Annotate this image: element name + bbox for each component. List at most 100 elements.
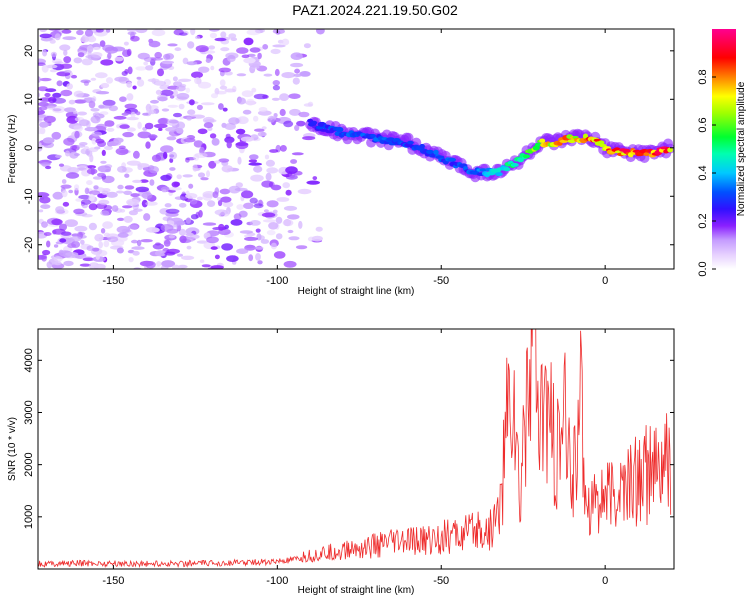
spectrogram-cell (106, 127, 115, 132)
spectrogram-cell (160, 174, 172, 181)
spectrogram-cell (38, 255, 47, 260)
spectrogram-cell (114, 56, 124, 62)
spectrogram-cell (137, 121, 142, 129)
spectrogram-cell (275, 30, 281, 35)
y-tick-label: -20 (23, 237, 35, 253)
spectrogram-cell (172, 76, 178, 82)
spectrogram-cell (65, 150, 70, 157)
spectrogram-cell (117, 217, 125, 221)
spectrogram-cell (51, 218, 63, 226)
spectrogram-cell (46, 64, 58, 69)
spectrogram-cell (164, 203, 172, 208)
spectrogram-cell (295, 245, 308, 250)
spectrogram-cell (243, 57, 256, 64)
spectrogram-cell (255, 246, 265, 250)
spectrogram-cell (178, 78, 192, 83)
spectrogram-cell (315, 226, 323, 232)
spectrogram-cell (176, 253, 184, 257)
snr-y-ticks: 1000 2000 3000 4000 (23, 348, 674, 529)
spectrogram-cell (63, 70, 72, 74)
spectrogram-cell (240, 136, 254, 142)
spectrogram-cell (124, 185, 135, 190)
spectrogram-cell (177, 264, 188, 269)
snr-x-ticks: -150 -100 -50 0 (102, 329, 608, 587)
spectrogram-cell (145, 65, 154, 71)
spectrogram-cell (274, 68, 280, 77)
spectrogram-cell (113, 137, 124, 143)
spectrogram-cell (39, 33, 52, 39)
spectrogram-cell (46, 240, 51, 248)
spectrogram-cell (257, 131, 267, 137)
spectrogram-cell (68, 72, 73, 76)
spectrogram-cell (91, 131, 103, 137)
snr-background (38, 329, 674, 569)
spectrogram-y-axis-label: Frequency (Hz) (7, 115, 18, 184)
spectrogram-cell (154, 51, 162, 59)
x-tick-label: -100 (266, 275, 288, 287)
spectrogram-cell (598, 140, 605, 145)
spectrogram-cell (258, 107, 268, 112)
spectrogram-cell (61, 190, 68, 198)
spectrogram-cell (150, 57, 164, 61)
spectrogram-cell (220, 47, 230, 52)
spectrogram-cell (43, 115, 56, 123)
spectrogram-cell (131, 246, 145, 250)
spectrogram-cell (149, 166, 159, 174)
spectrogram-cell (193, 140, 204, 148)
spectrogram-cell (160, 265, 169, 269)
spectrogram-cell (130, 35, 140, 42)
snr-frame (37, 328, 675, 570)
spectrogram-cell (290, 159, 298, 164)
y-tick-label: 20 (23, 45, 35, 57)
spectrogram-cell (164, 251, 176, 256)
spectrogram-cell (168, 235, 175, 239)
spectrogram-cell (87, 54, 101, 61)
colorbar-gradient (712, 29, 736, 269)
spectrogram-cell (63, 137, 75, 146)
spectrogram-cell (214, 254, 220, 260)
spectrogram-cell (38, 106, 48, 111)
spectrogram-cell (237, 156, 242, 165)
spectrogram-cell (60, 63, 73, 69)
spectrogram-cell (248, 162, 262, 166)
spectrogram-cell (188, 183, 194, 189)
y-tick-label: 1000 (23, 505, 35, 529)
spectrogram-cell (60, 89, 73, 97)
spectrogram-cell (299, 71, 311, 77)
spectrogram-cell (137, 79, 145, 87)
spectrogram-cell (206, 170, 210, 178)
spectrogram-cell (230, 37, 238, 41)
spectrogram-cell (78, 119, 90, 127)
spectrogram-cell (45, 165, 52, 170)
spectrogram-cell (88, 222, 97, 231)
spectrogram-cell (181, 255, 195, 260)
spectrogram-cell (157, 68, 164, 77)
spectrogram-cell (145, 141, 151, 149)
spectrogram-cell (80, 199, 92, 205)
spectrogram-cell (116, 247, 124, 254)
spectrogram-cell (132, 250, 140, 256)
spectrogram-cell (199, 146, 205, 154)
spectrogram-cell (124, 103, 138, 110)
spectrogram-cell (119, 96, 127, 102)
spectrogram-cell (407, 140, 414, 145)
spectrogram-cell (121, 71, 128, 76)
spectrogram-cell (52, 108, 62, 112)
spectrogram-cell (80, 239, 85, 245)
spectrogram-cell (185, 193, 198, 199)
spectrogram-cell (90, 108, 100, 112)
spectrogram-cell (136, 76, 142, 80)
spectrogram-cell (61, 179, 67, 184)
spectrogram-cell (55, 154, 62, 158)
spectrogram-cell (135, 29, 148, 34)
spectrogram-cell (262, 219, 277, 223)
spectrogram-cell (95, 253, 101, 260)
spectrogram-cell (217, 199, 223, 207)
spectrogram-cell (116, 124, 121, 129)
spectrogram-cell (84, 187, 90, 195)
spectrogram-cell (128, 257, 134, 263)
spectrogram-cell (176, 92, 190, 100)
spectrogram-cell (268, 222, 279, 230)
spectrogram-cell (253, 93, 268, 100)
spectrogram-cell (249, 154, 259, 160)
